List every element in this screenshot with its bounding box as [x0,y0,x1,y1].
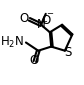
Text: O: O [19,12,29,25]
Text: H$_2$N: H$_2$N [0,35,25,50]
Text: −: − [46,9,53,18]
Text: O: O [41,14,51,27]
Text: N: N [37,18,46,31]
Text: O: O [29,54,39,67]
Text: S: S [64,46,71,59]
Text: +: + [41,17,47,26]
